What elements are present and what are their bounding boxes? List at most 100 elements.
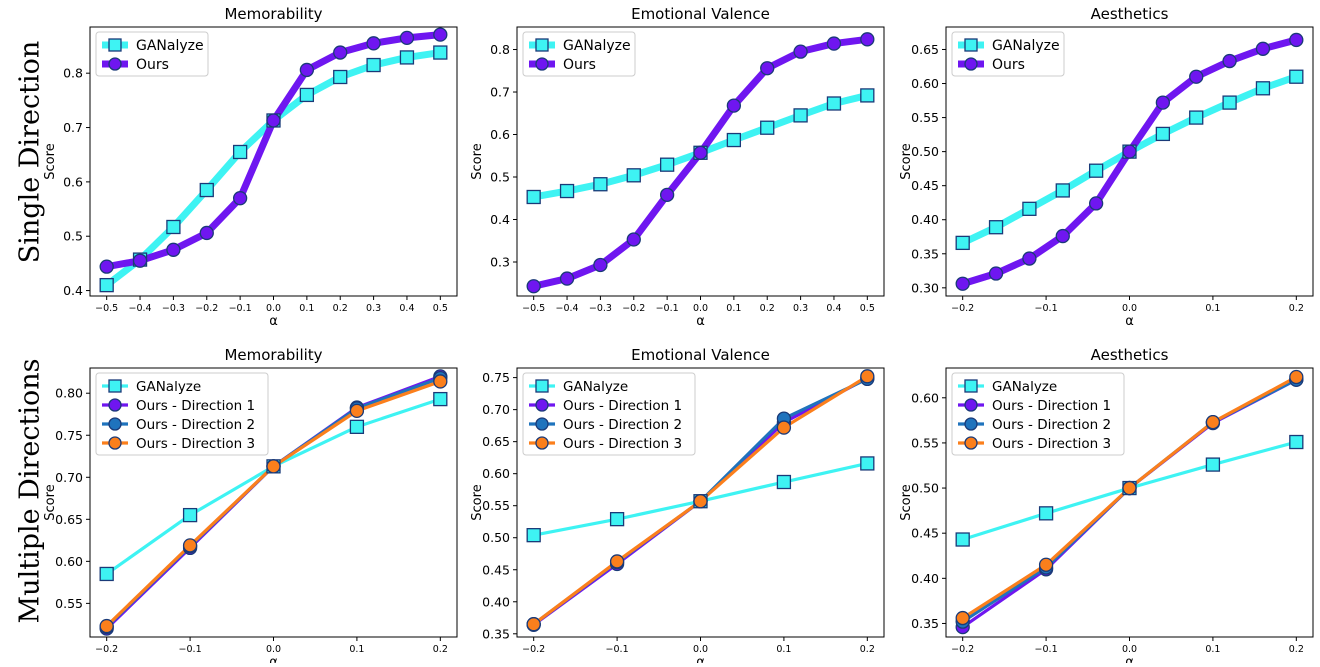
chart-title: Memorability [224, 5, 322, 23]
y-axis-label: Score [43, 484, 58, 520]
x-tick-label: 0.2 [860, 644, 875, 655]
data-point [366, 36, 381, 51]
data-point [1255, 81, 1271, 96]
y-tick-label: 0.40 [482, 594, 510, 609]
data-point [399, 50, 415, 65]
data-point [199, 225, 214, 241]
y-tick-label: 0.45 [911, 526, 939, 541]
data-point [1289, 434, 1304, 450]
legend-marker [108, 57, 122, 71]
y-tick-label: 0.7 [490, 85, 510, 100]
x-tick-label: −0.2 [522, 644, 545, 655]
data-point [955, 276, 970, 291]
y-tick-label: 0.75 [482, 370, 510, 385]
y-tick-label: 0.70 [482, 402, 510, 417]
chart-panel-3: Aesthetics −0.2 −0.1 0.0 0.1 0.2 α 0.30 0.35 0.40… [899, 5, 1314, 329]
legend-marker [535, 398, 549, 412]
data-point [1038, 557, 1054, 572]
legend-box [522, 372, 696, 456]
data-point [433, 391, 448, 407]
legend-marker [535, 379, 549, 393]
x-axis-label: α [696, 655, 705, 663]
x-tick-label: −0.1 [229, 303, 252, 314]
data-point [826, 96, 842, 111]
y-tick-label: 0.40 [911, 571, 939, 586]
data-point [760, 120, 775, 135]
x-tick-label: 0.5 [433, 303, 448, 314]
y-axis-label: Score [899, 484, 914, 520]
y-tick-label: 0.30 [911, 280, 939, 295]
row-label-single-direction: Single Direction [14, 40, 46, 264]
data-point [1289, 369, 1304, 385]
data-point [659, 157, 675, 172]
data-point [349, 419, 365, 434]
x-tick-label: −0.2 [95, 644, 118, 655]
data-point [232, 144, 248, 160]
x-tick-label: −0.2 [195, 303, 218, 314]
data-point [182, 538, 198, 553]
x-tick-label: −0.3 [589, 303, 612, 314]
y-tick-label: 0.55 [911, 435, 939, 450]
x-tick-label: 0.2 [333, 303, 348, 314]
y-tick-label: 0.75 [55, 428, 83, 443]
data-point [1055, 228, 1070, 244]
data-point [433, 45, 448, 60]
legend-marker [108, 379, 122, 393]
y-tick-label: 0.4 [63, 283, 83, 298]
data-point [1088, 196, 1104, 211]
data-point [1222, 53, 1237, 69]
data-point [1189, 110, 1204, 125]
x-tick-label: 0.1 [349, 644, 364, 655]
data-point [1222, 95, 1237, 110]
data-point [776, 420, 792, 435]
data-point [609, 554, 625, 569]
x-tick-label: −0.2 [951, 303, 974, 314]
y-tick-label: 0.60 [55, 554, 83, 569]
x-tick-label: 0.0 [693, 644, 708, 655]
y-tick-label: 0.6 [490, 127, 510, 142]
x-tick-label: 0.0 [1122, 303, 1137, 314]
legend-marker [535, 57, 549, 71]
legend-label: GANalyze [992, 38, 1060, 54]
legend-label: GANalyze [563, 379, 628, 395]
y-tick-label: 0.8 [63, 66, 83, 81]
y-tick-label: 0.70 [55, 470, 83, 485]
legend-label: GANalyze [992, 379, 1057, 395]
legend-label: GANalyze [136, 38, 204, 54]
series-line-2 [961, 36, 1298, 288]
x-tick-label: 0.3 [793, 303, 808, 314]
chart-panel-1: Memorability −0.5 −0.4 −0.3 −0.2 −0.1 0.0 0.1 0.… [43, 5, 458, 329]
data-point [99, 259, 114, 274]
x-tick-label: −0.4 [556, 303, 579, 314]
y-tick-label: 0.80 [55, 386, 83, 401]
x-axis-label: α [269, 655, 278, 663]
x-tick-label: −0.1 [1035, 303, 1058, 314]
y-tick-label: 0.65 [911, 42, 939, 57]
x-tick-label: 0.1 [726, 303, 741, 314]
data-point [860, 32, 875, 47]
y-tick-label: 0.55 [911, 110, 939, 125]
legend-marker [108, 38, 122, 52]
data-point [99, 566, 114, 582]
legend-label: Ours - Direction 3 [992, 436, 1111, 452]
y-axis-label: Score [470, 484, 485, 520]
data-point [860, 456, 875, 471]
data-point [1289, 32, 1304, 48]
x-tick-label: 0.0 [266, 303, 281, 314]
y-tick-label: 0.65 [55, 512, 83, 527]
y-tick-label: 0.60 [911, 76, 939, 91]
y-tick-label: 0.50 [482, 530, 510, 545]
x-tick-label: −0.1 [656, 303, 679, 314]
x-tick-label: 0.0 [1122, 644, 1137, 655]
legend-marker [964, 57, 978, 71]
data-point [760, 61, 775, 76]
data-point [988, 266, 1004, 281]
data-point [793, 44, 808, 59]
x-tick-label: 0.2 [433, 644, 448, 655]
legend-label: Ours - Direction 3 [136, 436, 255, 452]
x-tick-label: −0.3 [162, 303, 185, 314]
x-tick-label: 0.1 [299, 303, 314, 314]
chart-panel-5: Emotional Valence −0.2 −0.1 0.0 0.1 0.2 α 0.35 0… [470, 346, 885, 667]
